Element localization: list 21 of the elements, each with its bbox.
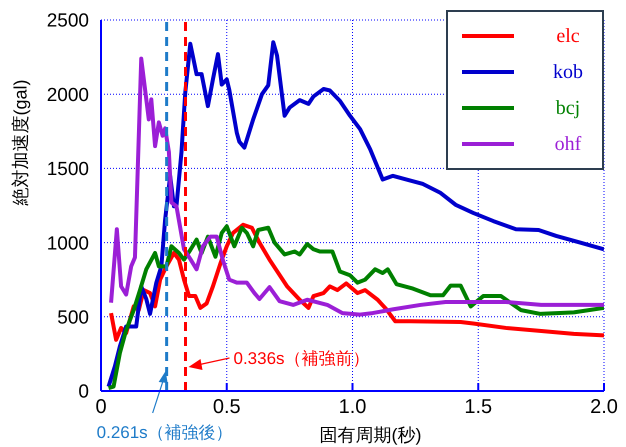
x-axis-title: 固有周期(秒) — [320, 425, 422, 445]
y-tick-label: 2000 — [46, 84, 89, 106]
x-tick-label: 1.0 — [338, 396, 366, 418]
x-tick-label: 1.5 — [464, 396, 492, 418]
x-tick-label: 0.5 — [212, 396, 241, 418]
ref-line-label: 0.261s（補強後） — [96, 423, 233, 442]
y-tick-label: 2500 — [46, 10, 89, 32]
x-tick-label: 2.0 — [590, 396, 618, 418]
line-series — [106, 224, 604, 390]
line-series — [109, 56, 604, 317]
y-tick-label: 500 — [57, 308, 89, 329]
x-tick-label: 0 — [95, 396, 107, 418]
legend-label: elc — [555, 24, 581, 48]
y-axis-title: 絶対加速度(gal) — [10, 79, 30, 206]
y-tick-label: 1000 — [46, 233, 89, 254]
y-tick-label: 1500 — [46, 159, 89, 180]
ref-line-label: 0.336s（補強前） — [234, 349, 370, 368]
legend-label: ohf — [554, 132, 582, 156]
legend-label: bcj — [554, 96, 582, 120]
legend-label: kob — [552, 60, 584, 84]
y-tick-label: 0 — [78, 382, 89, 403]
